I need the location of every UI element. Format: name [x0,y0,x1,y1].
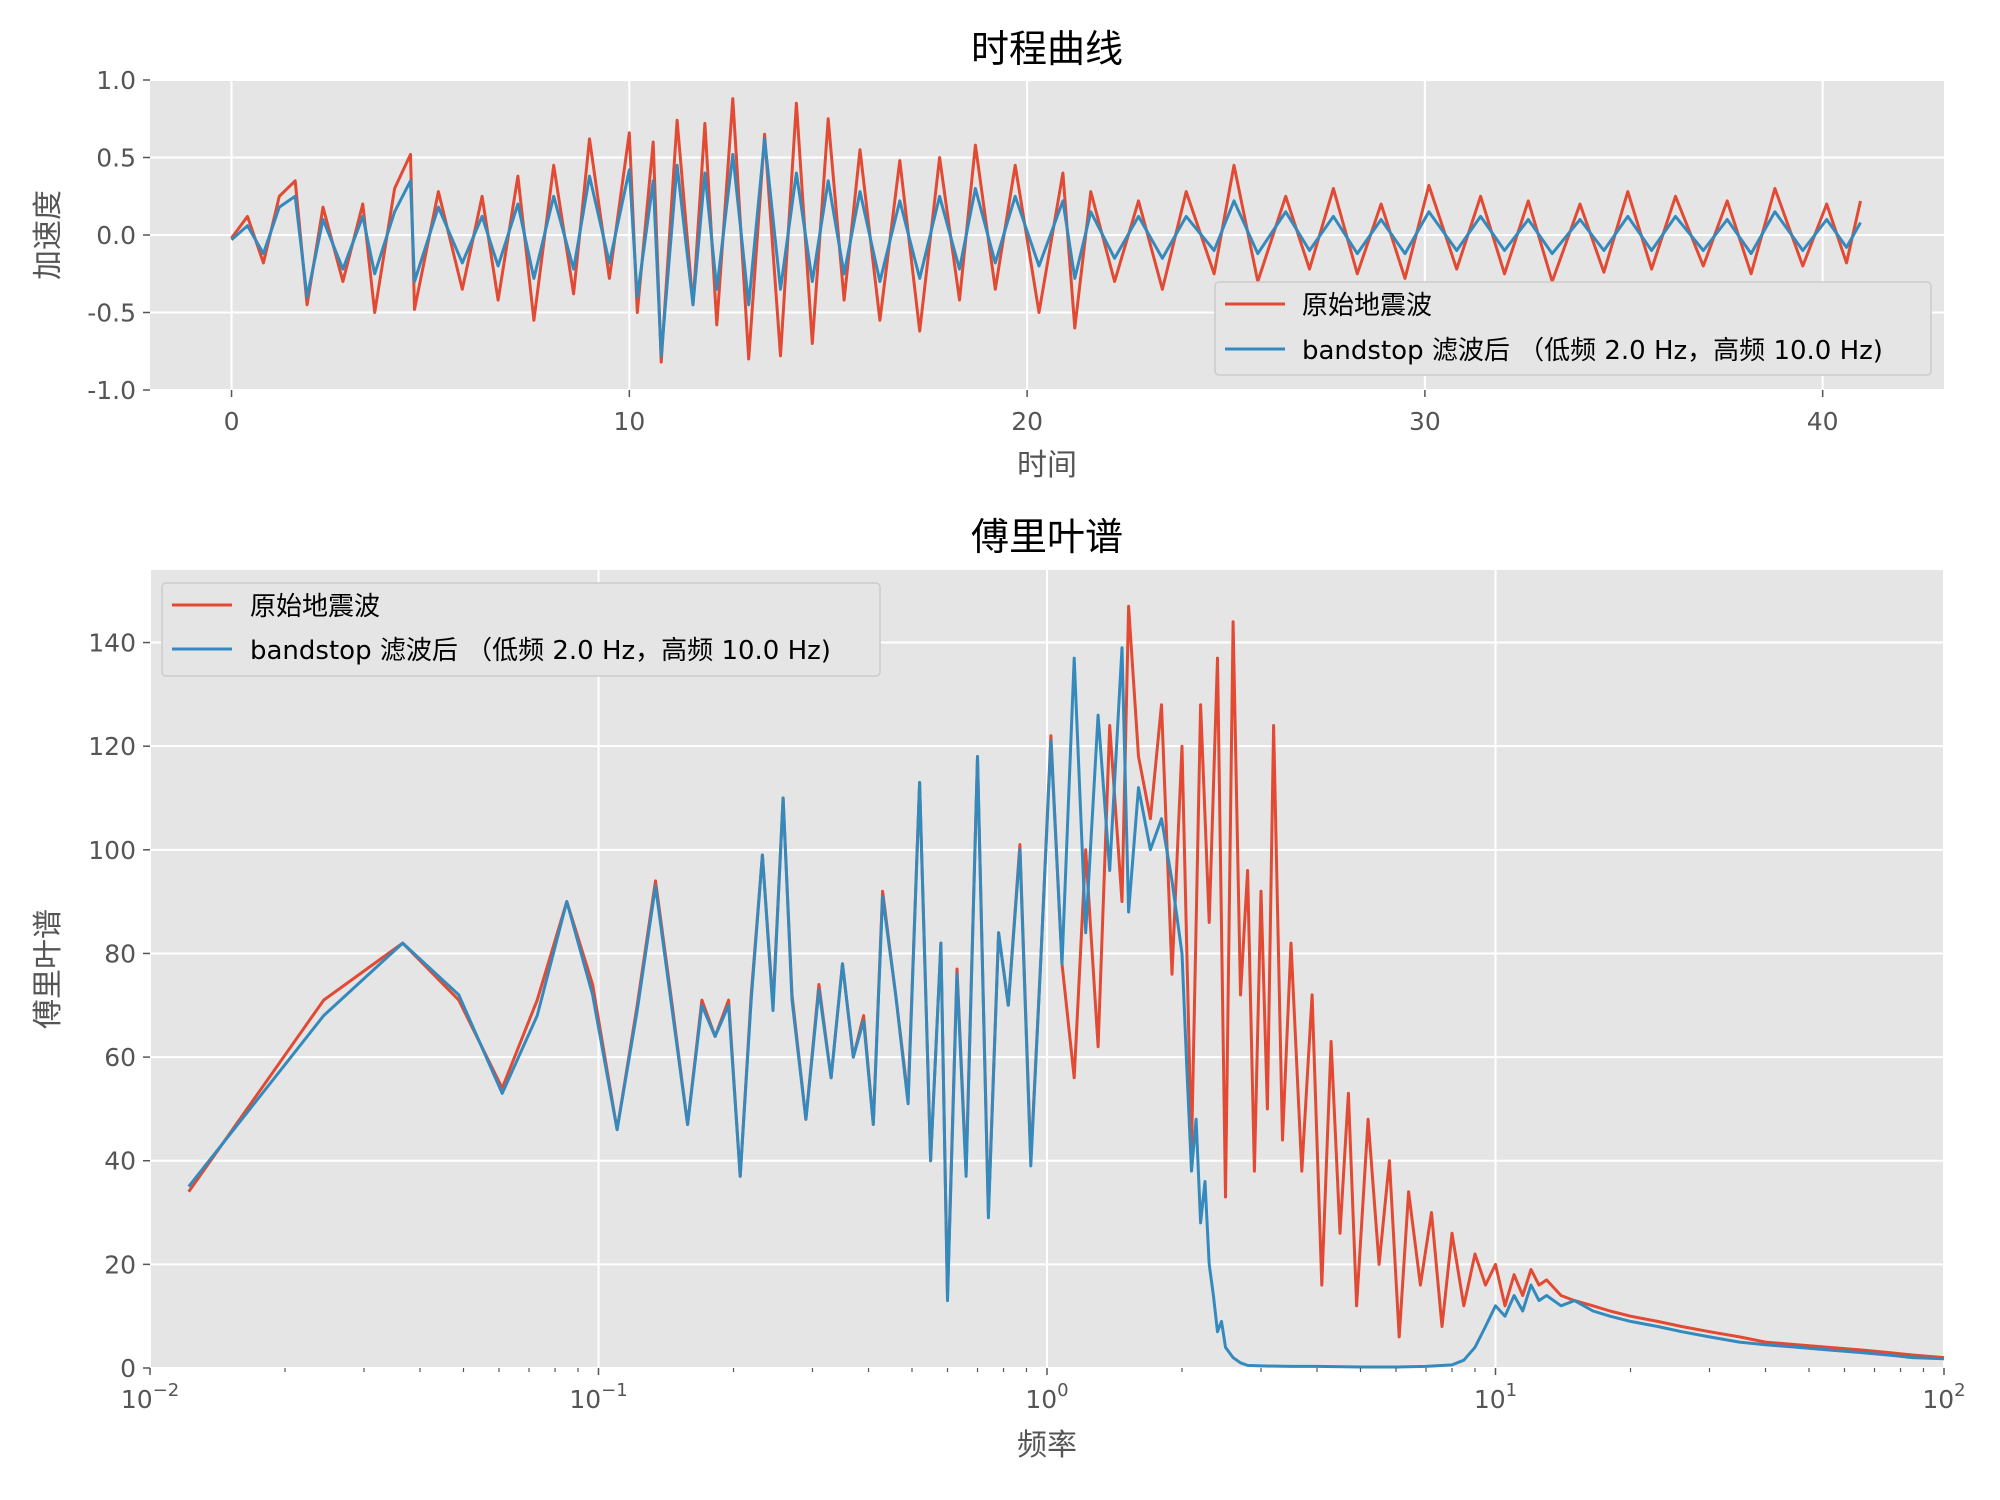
fourier-spectrum-ytick-label: 0 [120,1354,136,1383]
fourier-spectrum-xtick-label: 100 [1025,1380,1068,1414]
time-history-ylabel: 加速度 [31,190,66,280]
time-history-xtick-label: 10 [613,407,645,436]
time-history-xtick-label: 40 [1807,407,1839,436]
time-history-panel: 0 10 20 30 40 -1.0 -0.5 0.0 0.5 1.0 时程曲线 时间 加速度 原… [31,27,1944,483]
time-history-legend-label-original: 原始地震波 [1302,291,1432,321]
time-history-ticks: 0 10 20 30 40 -1.0 -0.5 0.0 0.5 1.0 [87,66,1838,436]
time-history-legend-label-filtered: bandstop 滤波后 （低频 2.0 Hz，高频 10.0 Hz) [1302,336,1883,366]
fourier-spectrum-legend: 原始地震波 bandstop 滤波后 （低频 2.0 Hz，高频 10.0 Hz… [161,582,881,677]
fourier-spectrum-title: 傅里叶谱 [971,515,1123,559]
fourier-spectrum-xtick-label: 102 [1922,1380,1965,1414]
time-history-title: 时程曲线 [971,27,1123,71]
fourier-spectrum-xlabel: 频率 [1017,1428,1077,1463]
time-history-ytick-label: 1.0 [96,66,136,95]
fourier-spectrum-ytick-label: 40 [104,1147,136,1176]
time-history-xtick-label: 20 [1011,407,1043,436]
fourier-spectrum-xtick-label: 10−2 [121,1380,179,1414]
fourier-spectrum-legend-label-original: 原始地震波 [250,592,380,622]
fourier-spectrum-legend-box [161,582,881,677]
fourier-spectrum-legend-label-filtered: bandstop 滤波后 （低频 2.0 Hz，高频 10.0 Hz) [250,636,831,666]
fourier-spectrum-ytick-label: 140 [88,629,136,658]
time-history-ytick-label: 0.5 [96,144,136,173]
fourier-spectrum-ytick-label: 120 [88,732,136,761]
time-history-series [230,97,1862,364]
fourier-spectrum-ytick-label: 80 [104,939,136,968]
fourier-spectrum-ylabel: 傅里叶谱 [31,909,66,1029]
time-history-xlabel: 时间 [1017,448,1077,483]
time-history-ytick-label: -0.5 [87,299,136,328]
fourier-spectrum-series [187,604,1945,1369]
time-history-ytick-label: 0.0 [96,221,136,250]
fourier-spectrum-ytick-label: 20 [104,1250,136,1279]
time-history-xtick-label: 0 [224,407,240,436]
time-history-xtick-label: 30 [1409,407,1441,436]
fourier-spectrum-ytick-label: 100 [88,836,136,865]
time-history-legend: 原始地震波 bandstop 滤波后 （低频 2.0 Hz，高频 10.0 Hz… [1214,281,1932,376]
fourier-spectrum-ticks: 10−2 10−1 100 101 102 0 20 40 60 80 100 120 140 [88,629,1965,1414]
fourier-spectrum-series-filtered [187,646,1945,1369]
time-history-series-filtered [230,137,1862,358]
fourier-spectrum-xtick-label: 101 [1474,1380,1517,1414]
time-history-series-original [230,97,1862,364]
fourier-spectrum-xtick-label: 10−1 [569,1380,627,1414]
fourier-spectrum-ytick-label: 60 [104,1043,136,1072]
time-history-ytick-label: -1.0 [87,376,136,405]
fourier-spectrum-panel: 10−2 10−1 100 101 102 0 20 40 60 80 100 120 140 傅里叶谱… [31,515,1966,1463]
time-history-legend-box [1214,281,1932,376]
